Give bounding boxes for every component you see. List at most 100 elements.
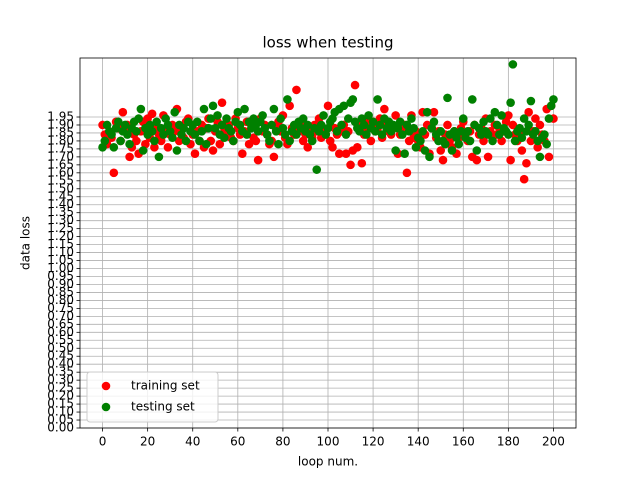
scatter-point bbox=[504, 130, 513, 139]
y-tick-label: 1.20 bbox=[47, 229, 74, 243]
scatter-point bbox=[443, 120, 452, 130]
scatter-point bbox=[147, 127, 157, 136]
y-tick-label: 1.25 bbox=[47, 221, 74, 235]
scatter-point bbox=[443, 93, 452, 103]
y-tick-label: 1.65 bbox=[47, 157, 74, 171]
y-tick-label: 1.80 bbox=[47, 133, 74, 147]
scatter-point bbox=[229, 136, 238, 146]
y-tick-label: 0.40 bbox=[47, 357, 74, 371]
x-tick-label: 0 bbox=[99, 435, 107, 449]
scatter-point bbox=[506, 155, 515, 165]
scatter-point bbox=[438, 155, 448, 165]
scatter-point bbox=[181, 136, 191, 146]
scatter-point bbox=[274, 139, 283, 149]
y-tick-label: 0.80 bbox=[47, 293, 74, 307]
scatter-point bbox=[373, 95, 382, 104]
scatter-point bbox=[253, 127, 263, 136]
legend-label: training set bbox=[131, 379, 200, 393]
scatter-point bbox=[337, 120, 346, 130]
scatter-point bbox=[179, 123, 189, 133]
scatter-point bbox=[312, 165, 322, 174]
scatter-point bbox=[328, 143, 337, 152]
scatter-point bbox=[195, 136, 204, 146]
scatter-point bbox=[506, 98, 515, 107]
scatter-point bbox=[524, 120, 533, 130]
scatter-point bbox=[134, 114, 143, 123]
x-tick-label: 20 bbox=[140, 435, 155, 449]
scatter-point bbox=[533, 143, 542, 152]
scatter-point bbox=[391, 146, 400, 155]
scatter-point bbox=[292, 85, 301, 95]
scatter-point bbox=[522, 158, 531, 168]
scatter-point bbox=[429, 117, 439, 127]
scatter-point bbox=[303, 143, 313, 152]
scatter-point bbox=[407, 114, 416, 123]
scatter-point bbox=[258, 111, 267, 120]
scatter-point bbox=[458, 114, 468, 123]
scatter-point bbox=[341, 149, 351, 158]
scatter-point bbox=[116, 136, 125, 146]
scatter-point bbox=[486, 114, 495, 123]
scatter-point bbox=[271, 127, 281, 136]
ticks: 0 20 40 60 80 100 120 140 160 180 2000.000.050.100… bbox=[47, 110, 565, 449]
scatter-point bbox=[368, 117, 378, 127]
scatter-point bbox=[454, 139, 464, 149]
scatter-point bbox=[429, 107, 439, 117]
scatter-point bbox=[240, 104, 249, 114]
scatter-point bbox=[371, 127, 380, 136]
scatter-point bbox=[138, 146, 148, 155]
scatter-point bbox=[276, 114, 285, 123]
scatter-point bbox=[436, 127, 446, 136]
scatter-point bbox=[391, 111, 400, 120]
scatter-point bbox=[531, 114, 540, 123]
y-tick-label: 0.30 bbox=[47, 373, 74, 387]
scatter-point bbox=[515, 123, 524, 133]
scatter-point bbox=[508, 60, 518, 69]
scatter-point bbox=[467, 95, 477, 104]
scatter-point bbox=[377, 130, 387, 139]
scatter-point bbox=[132, 136, 141, 146]
y-tick-label: 0.60 bbox=[47, 325, 74, 339]
scatter-point bbox=[100, 136, 110, 146]
scatter-point bbox=[497, 111, 506, 120]
scatter-point bbox=[208, 101, 218, 111]
x-tick-label: 180 bbox=[497, 435, 520, 449]
scatter-point bbox=[544, 114, 554, 123]
scatter-point bbox=[346, 160, 355, 170]
scatter-point bbox=[190, 149, 200, 158]
scatter-point bbox=[253, 155, 263, 165]
y-tick-label: 1.00 bbox=[47, 261, 74, 275]
scatter-point bbox=[359, 120, 369, 130]
scatter-point bbox=[343, 114, 353, 123]
scatter-point bbox=[242, 130, 252, 139]
scatter-point bbox=[238, 149, 247, 158]
scatter-point bbox=[542, 139, 551, 149]
scatter-point bbox=[298, 114, 308, 123]
scatter-point bbox=[447, 146, 457, 155]
scatter-point bbox=[465, 136, 475, 146]
scatter-point bbox=[269, 152, 279, 162]
y-tick-label: 1.55 bbox=[47, 173, 74, 187]
scatter-point bbox=[416, 136, 425, 146]
scatter-point bbox=[215, 139, 225, 149]
scatter-point bbox=[472, 146, 482, 155]
scatter-point bbox=[283, 95, 292, 104]
scatter-point bbox=[549, 95, 558, 104]
scatter-point bbox=[265, 136, 274, 146]
scatter-point bbox=[150, 136, 159, 146]
y-tick-label: 1.60 bbox=[47, 165, 74, 179]
scatter-point bbox=[292, 130, 301, 139]
scatter-point bbox=[395, 117, 405, 127]
scatter-point bbox=[456, 127, 466, 136]
scatter-point bbox=[508, 120, 518, 130]
scatter-point bbox=[132, 127, 141, 136]
scatter-point bbox=[210, 123, 220, 133]
scatter-point bbox=[488, 136, 497, 146]
x-tick-label: 200 bbox=[542, 435, 565, 449]
scatter-point bbox=[483, 130, 493, 139]
y-tick-label: 1.05 bbox=[47, 253, 74, 267]
plot-points bbox=[98, 60, 558, 184]
scatter-point bbox=[170, 107, 179, 117]
y-tick-label: 1.90 bbox=[47, 117, 74, 131]
scatter-point bbox=[269, 104, 279, 114]
